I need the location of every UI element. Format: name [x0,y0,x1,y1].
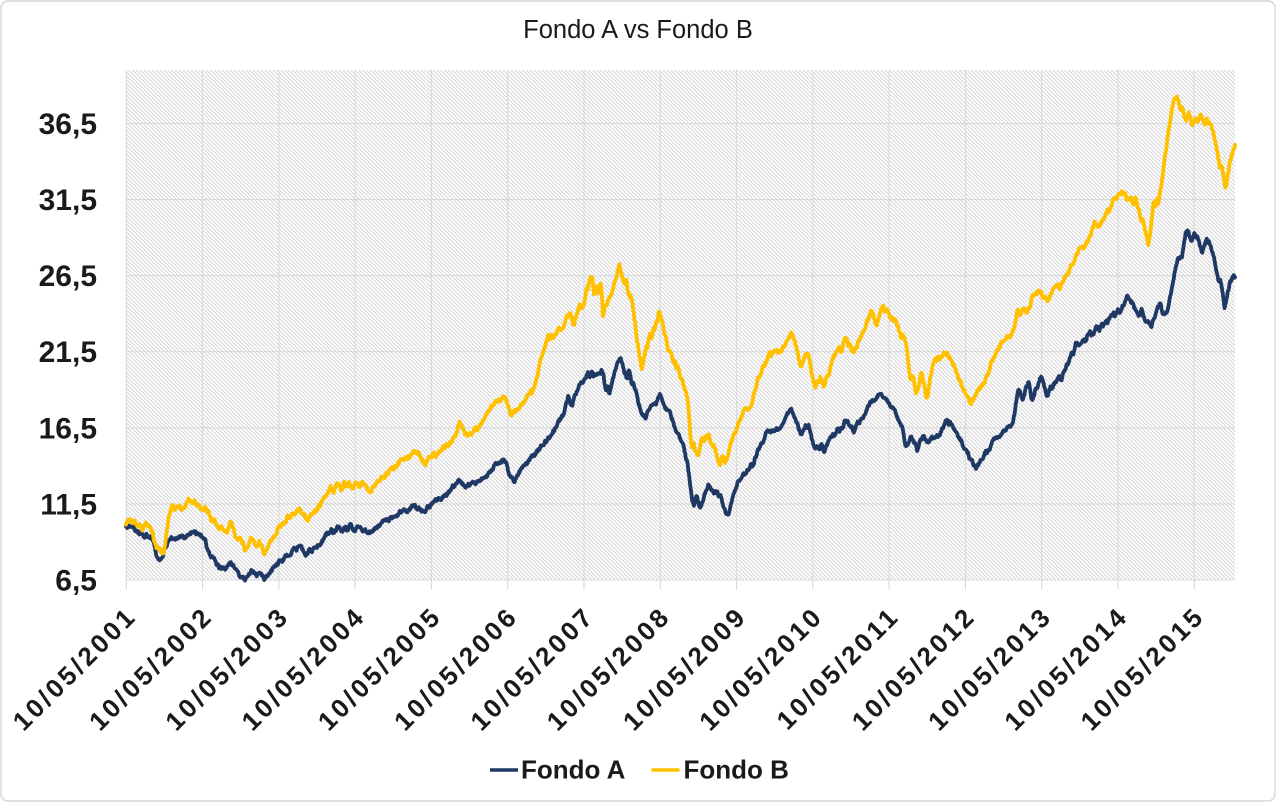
svg-text:31,5: 31,5 [39,184,97,217]
svg-text:16,5: 16,5 [39,412,97,445]
svg-text:21,5: 21,5 [39,336,97,369]
svg-text:Fondo A: Fondo A [521,755,626,785]
svg-text:Fondo A vs Fondo B: Fondo A vs Fondo B [523,16,753,44]
svg-text:36,5: 36,5 [39,108,97,141]
svg-text:26,5: 26,5 [39,260,97,293]
svg-text:Fondo B: Fondo B [684,755,789,785]
svg-text:6,5: 6,5 [55,565,97,598]
svg-text:11,5: 11,5 [40,488,97,521]
